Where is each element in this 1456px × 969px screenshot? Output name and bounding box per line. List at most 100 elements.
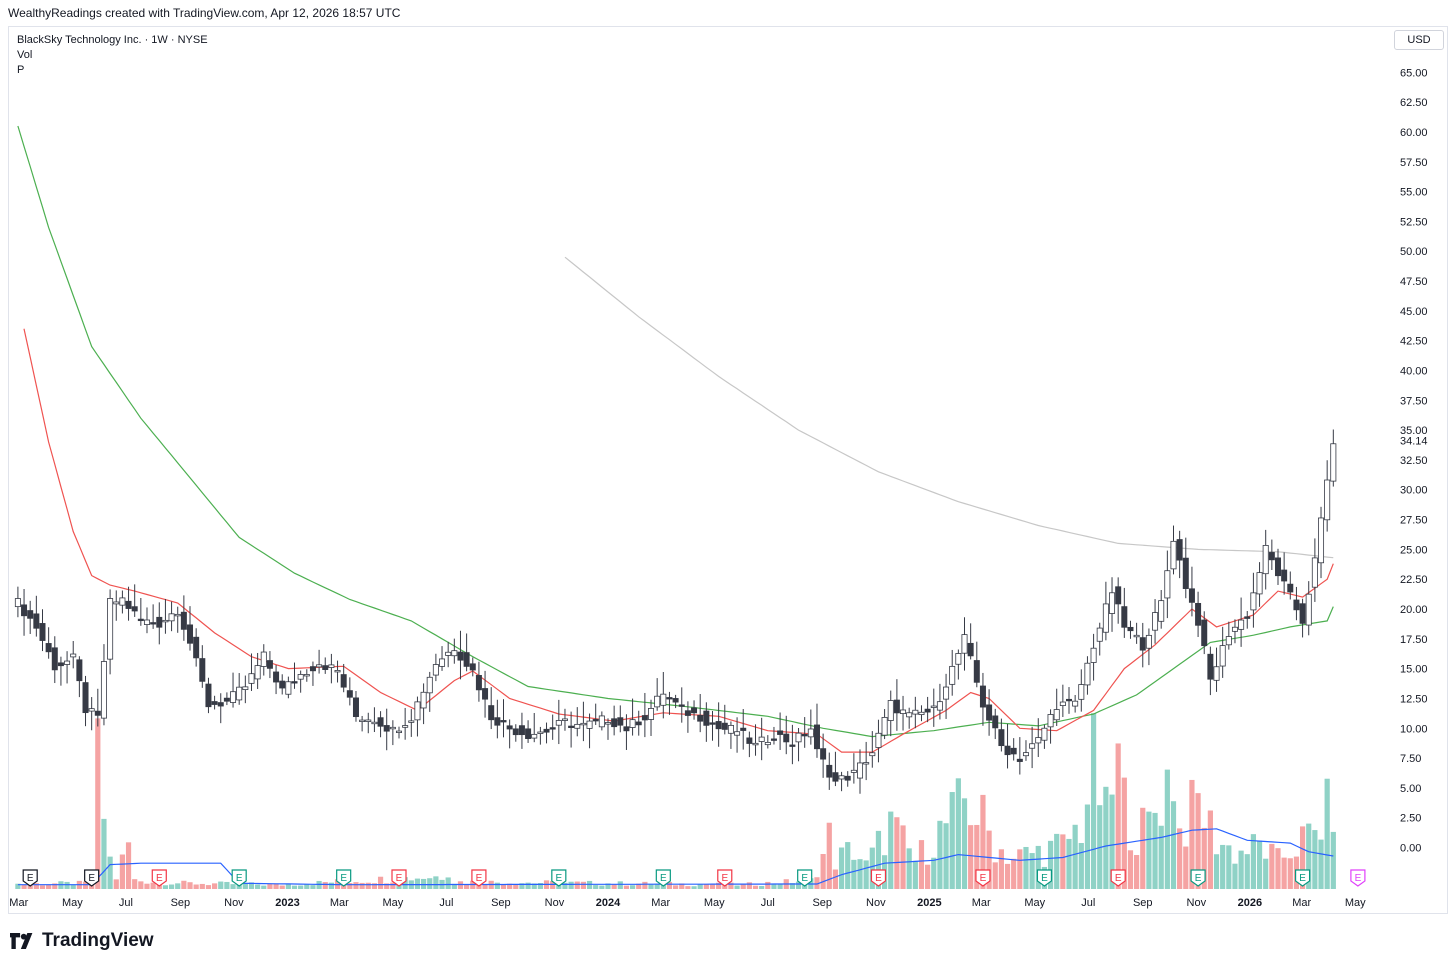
candle-body (555, 720, 562, 726)
y-tick-label: 20.00 (1400, 604, 1428, 616)
y-tick-label: 22.50 (1400, 574, 1428, 586)
candle-body (137, 618, 144, 622)
candle-body (260, 651, 267, 667)
candle-body (57, 662, 64, 667)
candle-body (316, 664, 323, 668)
candle-body (906, 712, 913, 718)
x-tick-label: Mar (9, 897, 28, 909)
candle-body (303, 674, 310, 677)
volume-bar (1103, 786, 1109, 889)
x-tick-label: Nov (224, 897, 244, 909)
volume-bar (279, 885, 285, 889)
volume-bar (894, 817, 900, 889)
candle-body (1238, 619, 1245, 630)
candle-body (549, 727, 556, 730)
volume-bar (888, 811, 894, 889)
candle-body (641, 715, 648, 721)
volume-bar (21, 884, 27, 889)
last-price-label: 34.14 (1400, 435, 1428, 447)
candle-body (1152, 612, 1159, 631)
volume-indicator-label[interactable]: Vol (17, 49, 33, 61)
volume-bar (531, 883, 537, 889)
volume-bar (759, 885, 765, 889)
volume-bar (181, 880, 187, 889)
candle-body (334, 670, 341, 673)
volume-bar (1060, 834, 1066, 889)
earnings-marker (1110, 869, 1126, 887)
candle-body (850, 769, 857, 773)
volume-bar (347, 883, 353, 889)
earnings-marker-label: E (1299, 873, 1306, 884)
candle-body (217, 702, 224, 707)
y-tick-label: 10.00 (1400, 723, 1428, 735)
currency-button[interactable]: USD (1394, 30, 1444, 50)
earnings-marker (1350, 869, 1366, 887)
volume-bar (365, 882, 371, 889)
volume-bar (1158, 825, 1164, 889)
volume-bar (205, 885, 212, 889)
candle-body (979, 685, 986, 708)
volume-bar (832, 869, 839, 889)
volume-bar (218, 881, 224, 889)
candle-body (672, 698, 679, 703)
volume-bar (107, 856, 113, 889)
volume-bar (267, 883, 273, 889)
candle-body (604, 722, 611, 725)
earnings-marker-label: E (801, 873, 808, 884)
candle-body (592, 719, 599, 722)
volume-bar (716, 882, 722, 889)
volume-bar (586, 880, 593, 889)
earnings-marker (471, 869, 487, 887)
volume-bar (1029, 853, 1035, 889)
candle-body (266, 660, 273, 669)
candle-body (1213, 666, 1220, 681)
candle-body (1287, 583, 1294, 593)
candle-body (789, 744, 796, 747)
volume-bar (519, 883, 525, 889)
x-tick-label: May (62, 897, 83, 909)
volume-bar (955, 778, 961, 889)
volume-bar (1226, 845, 1232, 889)
candle-body (1318, 517, 1325, 564)
volume-bar (199, 883, 205, 889)
earnings-marker-label: E (27, 873, 34, 884)
candle-body (832, 772, 839, 782)
volume-bar (869, 847, 875, 889)
y-tick-label: 0.00 (1400, 843, 1421, 855)
candle-body (273, 671, 280, 683)
candle-body (1182, 557, 1189, 589)
candle-body (156, 616, 163, 628)
candle-body (420, 691, 427, 709)
volume-bar (513, 884, 519, 889)
candle-body (494, 717, 501, 726)
volume-bar (992, 862, 998, 889)
candle-body (691, 707, 698, 714)
volume-bar (1201, 827, 1207, 889)
candle-body (248, 673, 255, 684)
volume-bar (507, 883, 513, 889)
candle-body (482, 688, 489, 700)
volume-bar (138, 881, 144, 889)
y-tick-label: 42.50 (1400, 336, 1428, 348)
p-indicator-label[interactable]: P (17, 64, 25, 76)
candle-body (199, 658, 206, 682)
volume-bar (1250, 834, 1257, 889)
volume-bar (1238, 850, 1244, 889)
candle-body (1195, 602, 1202, 626)
volume-bar (451, 883, 457, 889)
x-tick-label: Jul (1081, 897, 1095, 909)
volume-bar (187, 882, 193, 889)
volume-bar (863, 860, 869, 889)
volume-bar (574, 881, 580, 889)
candle-body (1330, 443, 1337, 482)
y-tick-label: 32.50 (1400, 455, 1428, 467)
candle-body (475, 675, 482, 691)
candle-body (64, 660, 71, 665)
y-tick-label: 2.50 (1400, 813, 1421, 825)
earnings-marker (717, 869, 733, 887)
symbol-title[interactable]: BlackSky Technology Inc. · 1W · NYSE (17, 34, 208, 46)
volume-bar (722, 884, 728, 889)
tradingview-logo-icon (10, 933, 33, 949)
volume-bar (304, 884, 310, 889)
